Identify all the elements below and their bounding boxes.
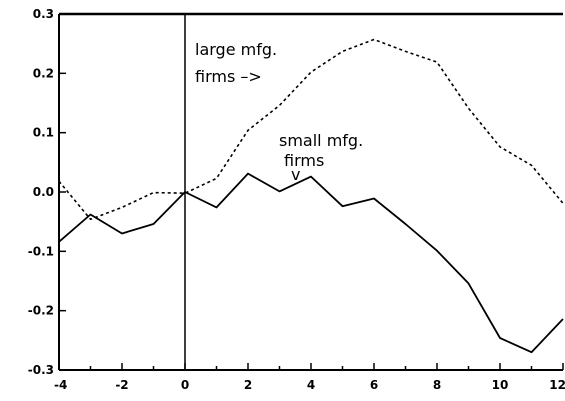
annotation-large-line2: firms –> bbox=[195, 67, 262, 86]
x-tick-label: -2 bbox=[115, 378, 128, 392]
x-tick-label: 10 bbox=[492, 378, 509, 392]
series-lines bbox=[58, 38, 564, 354]
annotation-large-line1: large mfg. bbox=[195, 40, 277, 59]
annotation-small-line2: firms bbox=[284, 151, 324, 170]
x-tick-label: 4 bbox=[307, 378, 315, 392]
annotations: large mfg. firms –> small mfg. firms v bbox=[195, 40, 363, 184]
annotation-small-arrow: v bbox=[291, 165, 300, 184]
y-tick-label: -0.1 bbox=[28, 244, 54, 258]
x-tick-label: -4 bbox=[54, 378, 67, 392]
y-tick-label: 0.1 bbox=[33, 126, 54, 140]
axis-ticks: 0.3 0.2 0.1 0.0 -0.1 -0.2 -0.3-4 -2 0 2 4 6 8 10 12 bbox=[28, 7, 565, 392]
x-tick-label: 2 bbox=[244, 378, 252, 392]
annotation-small-line1: small mfg. bbox=[279, 131, 363, 150]
x-tick-label: 0 bbox=[181, 378, 189, 392]
y-tick-label: -0.3 bbox=[28, 363, 54, 377]
x-tick-label: 12 bbox=[549, 378, 565, 392]
x-tick-label: 8 bbox=[433, 378, 441, 392]
small-mfg-firms-series-line bbox=[58, 172, 564, 354]
y-tick-label: -0.2 bbox=[28, 304, 54, 318]
y-tick-label: 0.3 bbox=[33, 7, 54, 21]
x-tick-label: 6 bbox=[370, 378, 378, 392]
y-tick-label: 0.2 bbox=[33, 66, 54, 80]
large-mfg-firms-series-line bbox=[58, 38, 564, 221]
y-tick-label: 0.0 bbox=[33, 185, 54, 199]
